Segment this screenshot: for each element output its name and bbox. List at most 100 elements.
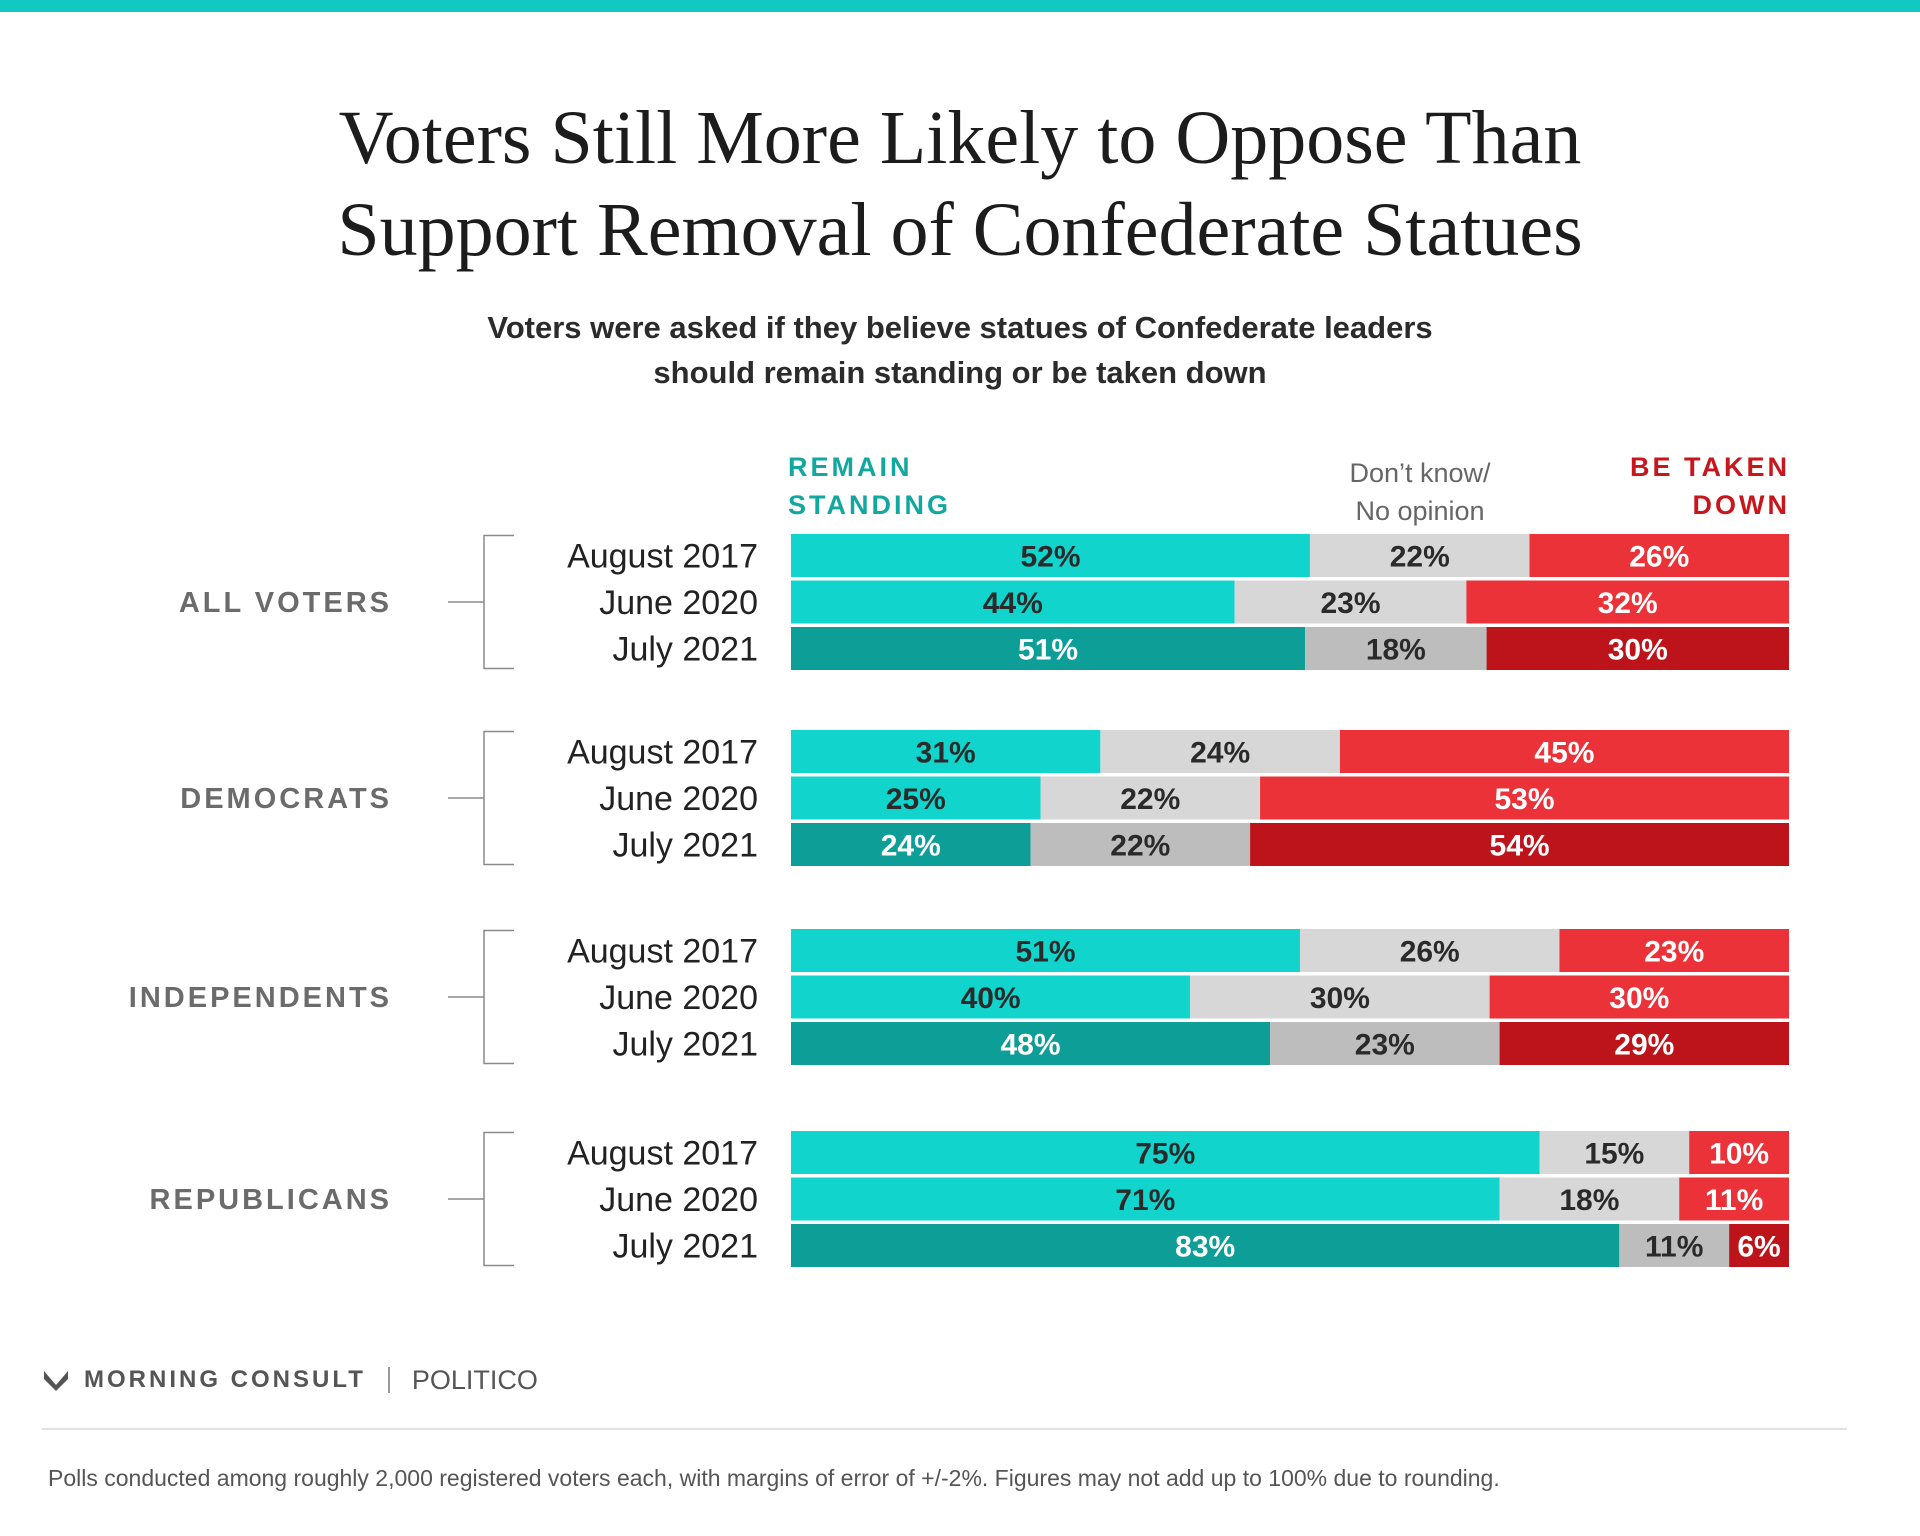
value-label-dont-know-democrats-june-2020: 22% xyxy=(1120,783,1180,816)
bar-remain-all-voters-july-2021 xyxy=(791,627,1306,670)
bar-remain-all-voters-june-2020 xyxy=(791,580,1235,624)
value-label-dont-know-independents-june-2020: 30% xyxy=(1310,982,1370,1015)
bar-dont-know-republicans-june-2020 xyxy=(1499,1177,1680,1221)
bar-dont-know-independents-july-2021 xyxy=(1270,1022,1500,1065)
legend-dont-know-line-1: Don’t know/ xyxy=(1349,458,1491,488)
value-label-taken-down-republicans-august-2017: 10% xyxy=(1709,1138,1769,1171)
value-label-taken-down-independents-august-2017: 23% xyxy=(1644,936,1704,969)
value-label-remain-independents-june-2020: 40% xyxy=(961,982,1021,1015)
bar-remain-democrats-june-2020 xyxy=(791,776,1041,820)
value-label-dont-know-all-voters-august-2017: 22% xyxy=(1390,541,1450,574)
bar-taken-down-all-voters-august-2017 xyxy=(1529,534,1789,577)
bar-remain-independents-july-2021 xyxy=(791,1022,1271,1065)
value-label-taken-down-democrats-july-2021: 54% xyxy=(1490,830,1550,863)
row-label-independents-june-2020: June 2020 xyxy=(599,979,758,1017)
subtitle-line-1: Voters were asked if they believe statue… xyxy=(487,310,1433,345)
bar-dont-know-democrats-july-2021 xyxy=(1030,823,1251,866)
brand-footer: MORNING CONSULT POLITICO xyxy=(42,1362,538,1398)
chart-title: Voters Still More Likely to Oppose Than … xyxy=(0,92,1920,276)
group-label-independents: INDEPENDENTS xyxy=(129,982,392,1014)
bar-remain-republicans-august-2017 xyxy=(791,1131,1540,1174)
value-label-remain-all-voters-august-2017: 52% xyxy=(1020,541,1080,574)
bar-dont-know-republicans-july-2021 xyxy=(1619,1224,1730,1267)
row-label-republicans-august-2017: August 2017 xyxy=(567,1135,758,1173)
legend-taken-down-line-1: BE TAKEN xyxy=(1629,452,1790,482)
bar-taken-down-republicans-july-2021 xyxy=(1729,1224,1789,1267)
bar-taken-down-independents-july-2021 xyxy=(1499,1022,1789,1065)
bar-remain-democrats-august-2017 xyxy=(791,730,1101,773)
bar-dont-know-independents-august-2017 xyxy=(1299,929,1560,972)
group-label-republicans: REPUBLICANS xyxy=(150,1184,392,1216)
chart-subtitle: Voters were asked if they believe statue… xyxy=(0,305,1920,395)
value-label-dont-know-independents-august-2017: 26% xyxy=(1400,936,1460,969)
row-label-republicans-june-2020: June 2020 xyxy=(599,1181,758,1219)
value-label-taken-down-democrats-june-2020: 53% xyxy=(1495,783,1555,816)
legend-remain-line-1: REMAIN xyxy=(788,452,913,482)
bar-taken-down-all-voters-june-2020 xyxy=(1466,580,1789,624)
bar-remain-all-voters-august-2017 xyxy=(791,534,1310,577)
row-label-democrats-july-2021: July 2021 xyxy=(612,827,758,865)
row-label-democrats-june-2020: June 2020 xyxy=(599,780,758,818)
bar-taken-down-democrats-august-2017 xyxy=(1339,730,1789,773)
bar-remain-republicans-july-2021 xyxy=(791,1224,1620,1267)
value-label-remain-democrats-august-2017: 31% xyxy=(916,737,976,770)
value-label-taken-down-all-voters-july-2021: 30% xyxy=(1608,634,1668,667)
value-label-taken-down-all-voters-june-2020: 32% xyxy=(1598,587,1658,620)
row-label-democrats-august-2017: August 2017 xyxy=(567,734,758,772)
group-bracket-all-voters xyxy=(483,534,514,670)
value-label-taken-down-all-voters-august-2017: 26% xyxy=(1629,541,1689,574)
title-line-1: Voters Still More Likely to Oppose Than xyxy=(338,96,1582,180)
value-label-taken-down-independents-july-2021: 29% xyxy=(1614,1029,1674,1062)
value-label-dont-know-all-voters-june-2020: 23% xyxy=(1320,587,1380,620)
footer-divider xyxy=(42,1428,1847,1430)
title-line-2: Support Removal of Confederate Statues xyxy=(337,188,1583,272)
group-bracket-republicans xyxy=(483,1131,514,1267)
value-label-remain-republicans-august-2017: 75% xyxy=(1135,1138,1195,1171)
bar-taken-down-independents-august-2017 xyxy=(1559,929,1789,972)
group-bracket-independents xyxy=(483,929,514,1065)
value-label-taken-down-republicans-july-2021: 6% xyxy=(1737,1231,1780,1264)
value-label-remain-democrats-july-2021: 24% xyxy=(881,830,941,863)
brand-divider xyxy=(387,1367,390,1393)
legend-dont-know: Don’t know/ No opinion xyxy=(1300,454,1540,530)
bar-remain-democrats-july-2021 xyxy=(791,823,1031,866)
subtitle-line-2: should remain standing or be taken down xyxy=(653,355,1267,390)
value-label-dont-know-independents-july-2021: 23% xyxy=(1355,1029,1415,1062)
row-label-independents-august-2017: August 2017 xyxy=(567,933,758,971)
value-label-remain-all-voters-june-2020: 44% xyxy=(983,587,1043,620)
bar-dont-know-independents-june-2020 xyxy=(1190,975,1490,1019)
value-label-remain-independents-august-2017: 51% xyxy=(1015,936,1075,969)
morning-consult-logo-icon xyxy=(44,1371,68,1391)
bar-dont-know-democrats-august-2017 xyxy=(1100,730,1340,773)
bar-dont-know-democrats-june-2020 xyxy=(1040,776,1261,820)
value-label-taken-down-republicans-june-2020: 11% xyxy=(1705,1184,1763,1217)
legend-taken-down-line-2: DOWN xyxy=(1692,490,1790,520)
footnote: Polls conducted among roughly 2,000 regi… xyxy=(48,1465,1500,1491)
value-label-dont-know-republicans-august-2017: 15% xyxy=(1584,1138,1644,1171)
group-label-all-voters: ALL VOTERS xyxy=(179,587,392,619)
row-label-all-voters-august-2017: August 2017 xyxy=(567,538,758,576)
value-label-remain-democrats-june-2020: 25% xyxy=(886,783,946,816)
row-label-republicans-july-2021: July 2021 xyxy=(612,1228,758,1266)
legend-remain-line-2: STANDING xyxy=(788,490,951,520)
bar-dont-know-all-voters-august-2017 xyxy=(1309,534,1530,577)
bar-dont-know-all-voters-june-2020 xyxy=(1234,580,1467,624)
row-label-all-voters-june-2020: June 2020 xyxy=(599,584,758,622)
politico-wordmark: POLITICO xyxy=(411,1364,538,1395)
bar-remain-independents-august-2017 xyxy=(791,929,1300,972)
value-label-remain-independents-july-2021: 48% xyxy=(1000,1029,1060,1062)
value-label-taken-down-independents-june-2020: 30% xyxy=(1609,982,1669,1015)
value-label-remain-republicans-july-2021: 83% xyxy=(1175,1231,1235,1264)
value-label-dont-know-all-voters-july-2021: 18% xyxy=(1366,634,1426,667)
bar-taken-down-republicans-august-2017 xyxy=(1689,1131,1789,1174)
row-label-independents-july-2021: July 2021 xyxy=(612,1026,758,1064)
value-label-dont-know-democrats-july-2021: 22% xyxy=(1110,830,1170,863)
bar-taken-down-republicans-june-2020 xyxy=(1679,1177,1789,1221)
bar-taken-down-all-voters-july-2021 xyxy=(1486,627,1789,670)
bar-remain-republicans-june-2020 xyxy=(791,1177,1500,1221)
value-label-remain-republicans-june-2020: 71% xyxy=(1115,1184,1175,1217)
stacked-bar-chart: ALL VOTERS August 2017 52% 22% 26% June 2020 4… xyxy=(129,534,1789,1267)
legend-taken-down: BE TAKEN DOWN xyxy=(1500,448,1790,524)
bar-remain-independents-june-2020 xyxy=(791,975,1191,1019)
morning-consult-wordmark: MORNING CONSULT xyxy=(84,1366,366,1393)
